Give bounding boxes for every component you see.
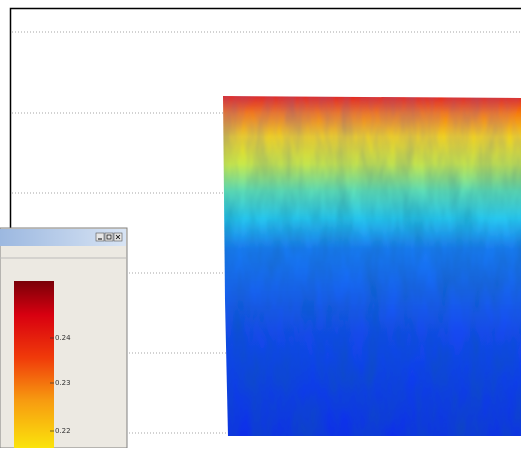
colorbar-tick-label: 0.22: [55, 427, 71, 435]
window-buttons[interactable]: [96, 233, 122, 241]
colorbar-tick-label: 0.23: [55, 379, 71, 387]
page: 0.240.230.22 (() => { const data = JSON.…: [0, 0, 521, 448]
colorbar-tick-label: 0.24: [55, 334, 71, 342]
colorbar: [14, 281, 54, 448]
heatmap: [223, 96, 521, 436]
screen: 0.24 0.23 0.22: [0, 0, 521, 448]
